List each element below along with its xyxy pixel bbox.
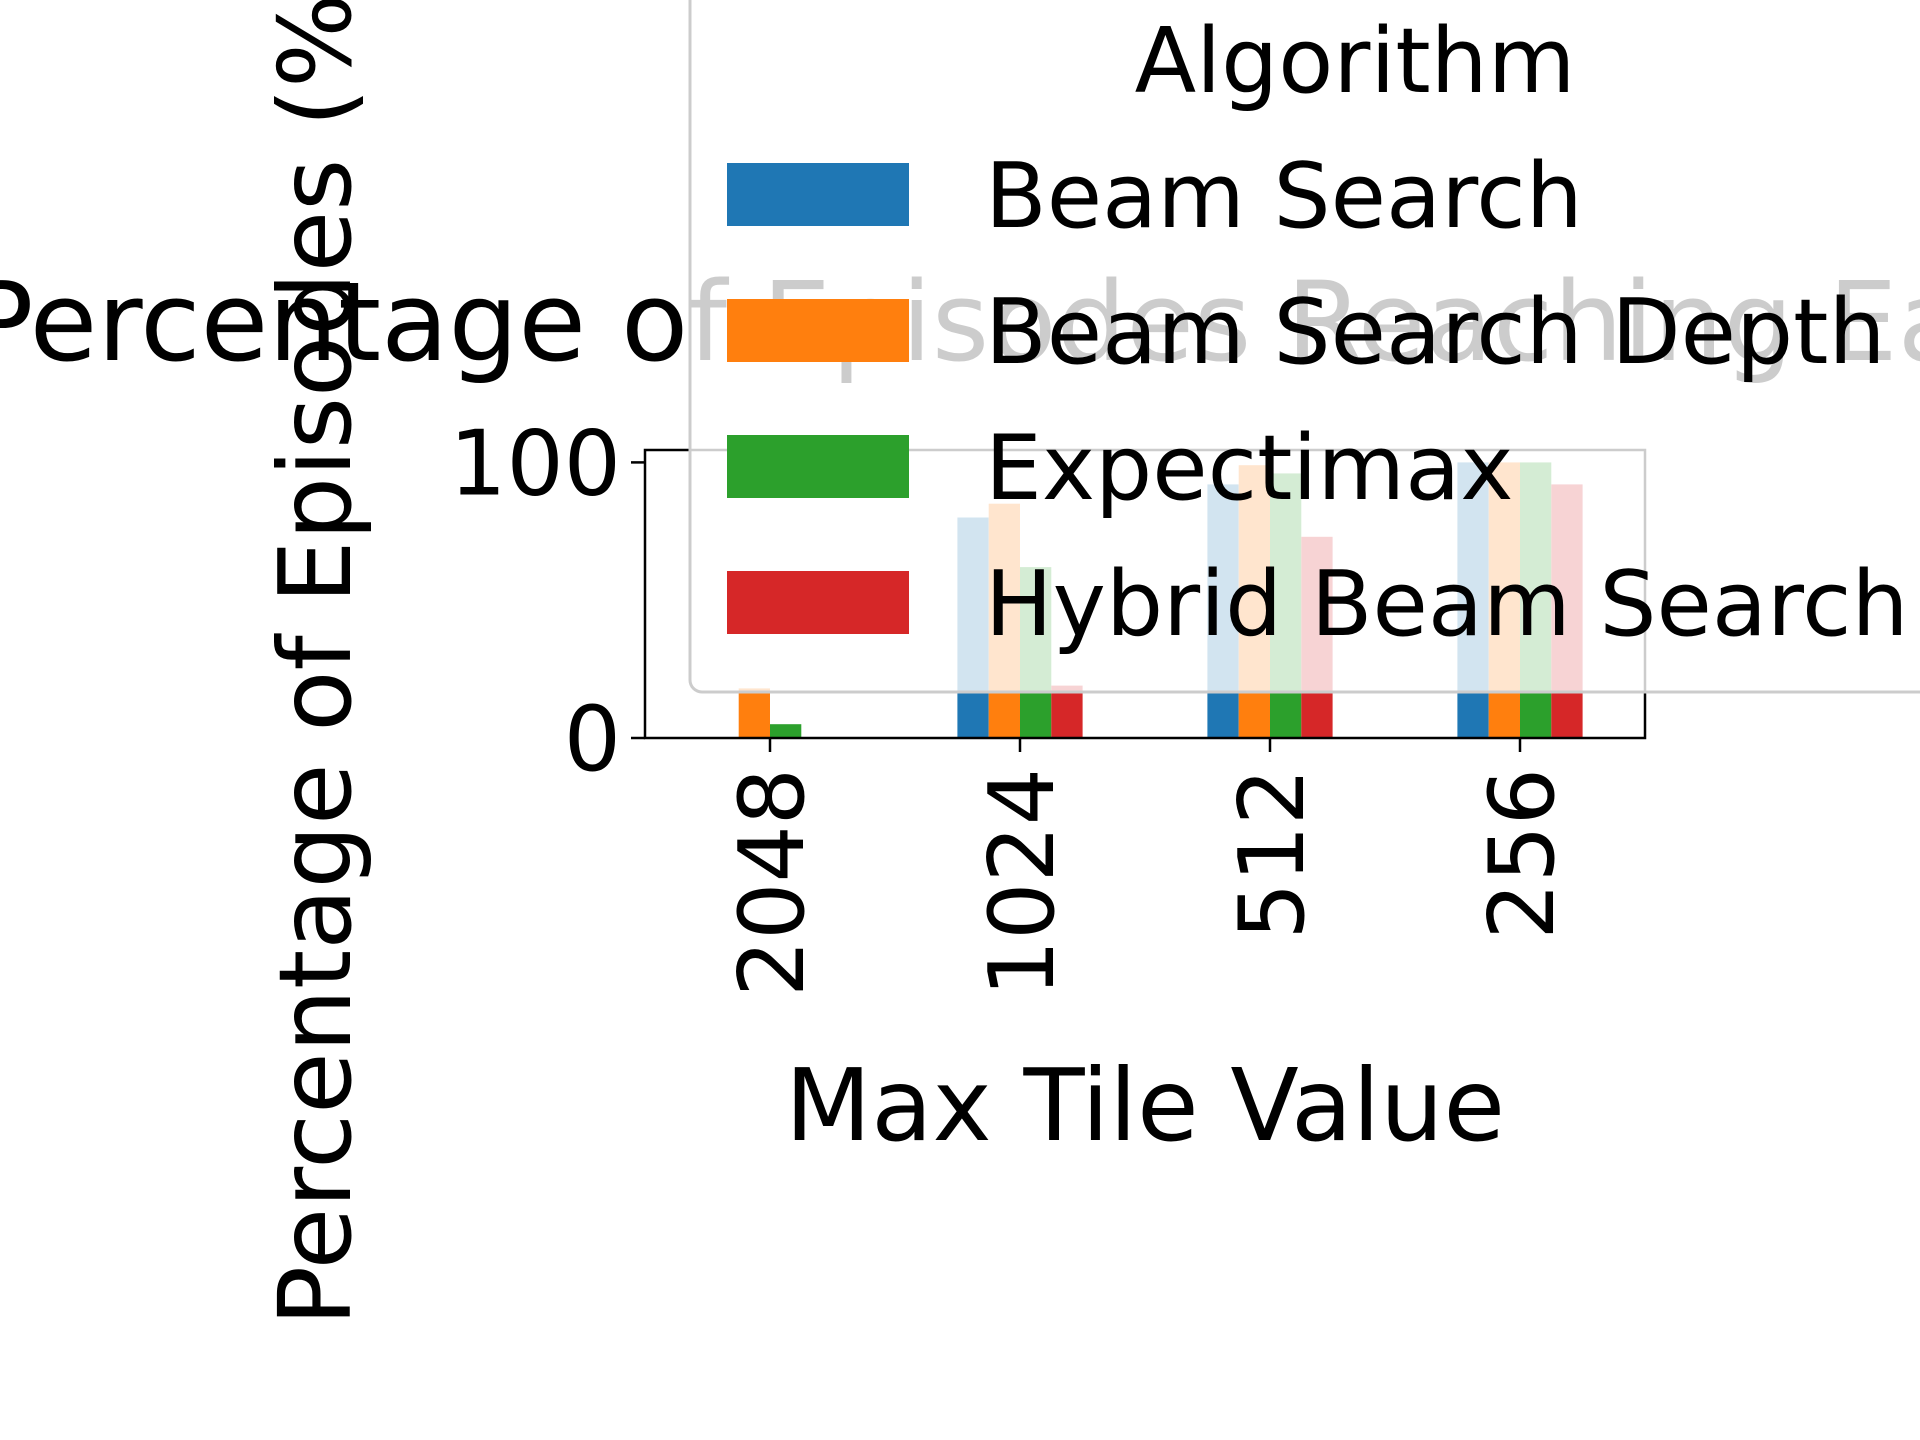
legend-label: Hybrid Beam Search [985,552,1909,657]
legend-label: Beam Search [985,144,1583,249]
x-tick-label: 512 [1220,768,1325,940]
bar-beam-search-depth-2048 [738,688,770,738]
x-tick-label: 256 [1470,768,1575,940]
legend-box [688,0,1920,694]
bar-hybrid-beam-search-1024 [1051,685,1083,738]
x-tick-label: 1024 [970,768,1075,997]
legend-label: Beam Search Depth [985,280,1885,385]
legend-items: Beam Search Beam Search Depth Expectimax Hy… [727,144,1909,657]
y-tick-label: 0 [564,687,621,792]
legend-title: Algorithm [1135,9,1576,114]
y-axis-label: Percentage of Episodes (%) [257,0,374,1326]
legend-label: Expectimax [985,416,1514,521]
x-axis-label: Max Tile Value [785,1047,1505,1164]
x-tick-label: 2048 [720,768,825,997]
ticks-group: 2048 1024 512 256 0 100 [449,411,1575,997]
legend: Algorithm Beam Search Beam Search Depth Ex… [688,0,1920,694]
y-tick-label: 100 [449,411,621,516]
legend-swatch-hybrid-beam-search [727,571,909,634]
legend-swatch-beam-search-depth [727,299,909,362]
bar-expectimax-2048 [770,724,802,738]
legend-swatch-beam-search [727,163,909,226]
legend-swatch-expectimax [727,435,909,498]
